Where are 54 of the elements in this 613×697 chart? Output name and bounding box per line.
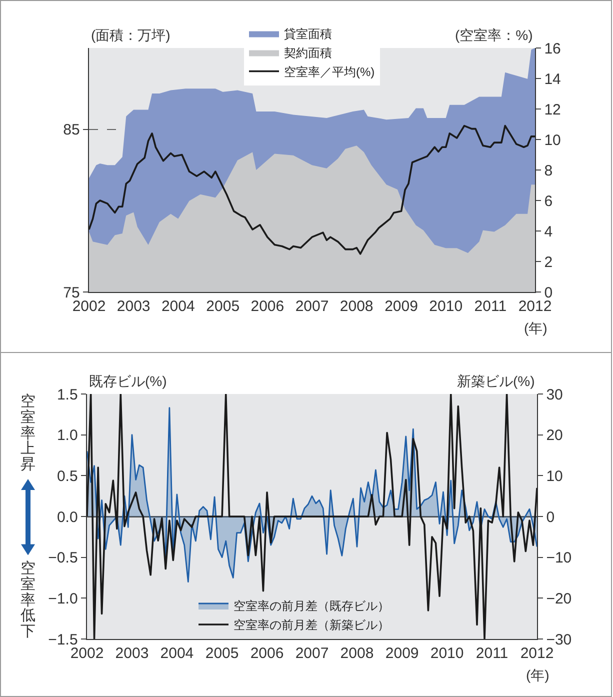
x-tick-label: 2006 — [250, 645, 284, 662]
x-tick-label: 2003 — [116, 298, 150, 316]
y-axis-title: 既存ビル(%) — [89, 373, 167, 389]
x-axis-title: (年) — [524, 320, 548, 336]
line-series — [89, 124, 535, 255]
y2-tick-label: 4 — [544, 223, 553, 240]
y2-tick-label: 20 — [546, 427, 563, 444]
y2-axis-title: 新築ビル(%) — [457, 373, 535, 389]
text: 空室率低下 — [20, 560, 36, 640]
text: 空室率上昇 — [20, 393, 36, 473]
x-tick-label: 2006 — [250, 298, 284, 316]
y-tick-label: −0.5 — [48, 550, 78, 567]
x-tick-label: 2008 — [340, 298, 374, 316]
x-tick-label: 2005 — [206, 298, 240, 316]
y2-tick-label: 14 — [544, 70, 561, 88]
y2-tick-label: 2 — [544, 254, 553, 271]
y-axis-title: (面積：万坪) — [91, 27, 170, 43]
y2-tick-label: 8 — [544, 162, 553, 180]
x-tick-label: 2004 — [161, 298, 195, 316]
x-tick-label: 2011 — [474, 298, 507, 316]
y-tick-label: 85 — [63, 122, 80, 139]
y2-tick-label: 10 — [544, 132, 561, 149]
y2-tick-label: −10 — [546, 550, 572, 567]
y2-tick-label: −20 — [546, 590, 572, 608]
x-tick-label: 2009 — [385, 645, 419, 662]
y-tick-label: 0.0 — [56, 508, 78, 526]
x-tick-label: 2010 — [429, 298, 463, 316]
x-tick-label: 2009 — [384, 298, 418, 316]
x-tick-label: 2011 — [476, 645, 508, 662]
x-tick-label: 2004 — [160, 645, 194, 662]
x-tick-label: 2003 — [115, 645, 149, 662]
legend-label: 空室率の前月差（既存ビル） — [234, 599, 390, 614]
y2-axis-title: (空室率：%) — [455, 27, 533, 43]
line-series — [87, 394, 537, 639]
y-tick-label: 1.5 — [56, 386, 78, 404]
y2-tick-label: 16 — [544, 40, 561, 58]
y2-tick-label: 30 — [546, 386, 563, 404]
legend-label: 空室率／平均(%) — [284, 64, 375, 79]
x-tick-label: 2007 — [295, 298, 329, 316]
y2-tick-label: 10 — [546, 468, 563, 485]
legend-label: 貸室面積 — [284, 26, 332, 41]
legend-label: 契約面積 — [284, 46, 332, 60]
x-tick-label: 2007 — [295, 645, 329, 662]
y-tick-label: 1.0 — [56, 427, 78, 444]
y-tick-label: 0.5 — [56, 468, 78, 485]
x-axis-title: (年) — [526, 667, 550, 683]
legend-label: 空室率の前月差（新築ビル） — [234, 618, 390, 632]
y2-tick-label: 12 — [544, 101, 561, 118]
y-tick-label: −1.0 — [48, 590, 78, 608]
x-tick-label: 2008 — [340, 645, 374, 662]
x-tick-label: 2010 — [430, 645, 464, 662]
y2-tick-label: 6 — [544, 192, 553, 210]
y2-tick-label: 0 — [546, 508, 555, 526]
x-tick-label: 2005 — [205, 645, 239, 662]
